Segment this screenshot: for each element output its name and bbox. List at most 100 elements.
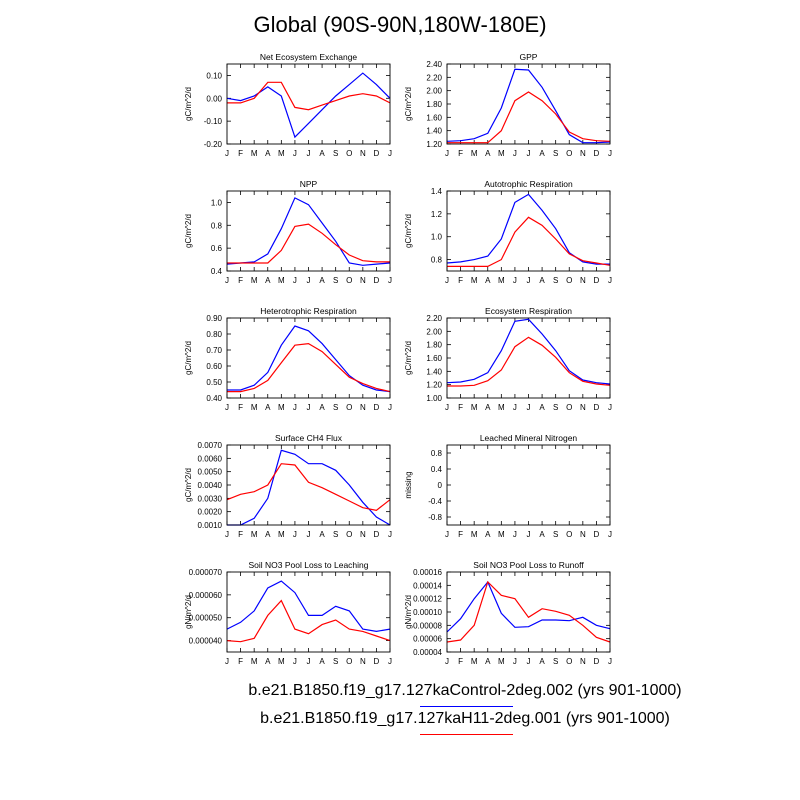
y-tick-label: 0 [438, 481, 443, 490]
y-tick-label: 0.70 [206, 346, 222, 355]
x-tick-label: M [278, 530, 285, 539]
x-tick-label: O [566, 530, 572, 539]
x-tick-label: M [471, 403, 478, 412]
panel-title: Heterotrophic Respiration [260, 306, 357, 316]
x-tick-label: A [485, 149, 491, 158]
x-tick-label: J [293, 657, 297, 666]
y-tick-label: 0.000050 [189, 614, 223, 623]
x-tick-label: J [527, 530, 531, 539]
x-tick-label: A [265, 530, 271, 539]
x-tick-label: J [513, 530, 517, 539]
y-tick-label: 0.00014 [413, 581, 442, 590]
y-tick-label: 1.60 [426, 113, 442, 122]
y-tick-label: 0.50 [206, 378, 222, 387]
legend-label-h11: b.e21.B1850.f19_g17.127kaH11-2deg.001 (y… [260, 710, 670, 727]
y-tick-label: 0.90 [206, 314, 222, 323]
x-tick-label: S [553, 149, 558, 158]
plot-frame [226, 444, 391, 526]
panel-title: NPP [300, 179, 318, 189]
x-tick-label: M [498, 403, 505, 412]
x-tick-label: N [360, 403, 366, 412]
x-tick-label: M [278, 149, 285, 158]
x-tick-label: A [485, 276, 491, 285]
x-tick-label: N [580, 530, 586, 539]
series-line-control [446, 580, 611, 633]
x-tick-label: A [539, 530, 545, 539]
y-axis-label: gC/m^2/d [184, 87, 193, 121]
y-tick-label: 0.00 [206, 94, 222, 103]
x-tick-label: F [238, 276, 243, 285]
y-tick-label: -0.8 [428, 513, 442, 522]
y-tick-label: 2.20 [426, 314, 442, 323]
panel-title: Net Ecosystem Exchange [260, 52, 358, 62]
x-tick-label: J [608, 530, 612, 539]
x-tick-label: M [471, 530, 478, 539]
y-tick-label: 1.20 [426, 381, 442, 390]
y-tick-label: -0.10 [204, 117, 223, 126]
y-tick-label: -0.4 [428, 497, 442, 506]
x-tick-label: J [293, 276, 297, 285]
x-tick-label: A [539, 276, 545, 285]
plot-frame [446, 190, 611, 272]
y-tick-label: 0.4 [211, 267, 223, 276]
plot-frame [226, 63, 391, 145]
y-axis-label: gN/m^2/d [184, 595, 193, 629]
x-tick-label: O [346, 657, 352, 666]
y-tick-label: 1.80 [426, 100, 442, 109]
x-tick-label: M [471, 149, 478, 158]
x-tick-label: O [566, 403, 572, 412]
y-tick-label: 1.2 [431, 210, 443, 219]
y-axis-label: missing [404, 471, 413, 498]
series-line-control [226, 580, 391, 633]
x-tick-label: S [553, 530, 558, 539]
y-tick-label: 1.40 [426, 127, 442, 136]
series-line-h11 [226, 463, 391, 511]
x-tick-label: J [608, 276, 612, 285]
y-tick-label: 0.00012 [413, 595, 442, 604]
y-tick-label: 0.00004 [413, 648, 442, 657]
x-tick-label: J [293, 149, 297, 158]
x-tick-label: A [319, 530, 325, 539]
y-tick-label: 0.00010 [413, 608, 442, 617]
series-line-control [446, 193, 610, 265]
x-tick-label: A [539, 403, 545, 412]
x-tick-label: D [594, 530, 600, 539]
x-tick-label: J [608, 149, 612, 158]
x-tick-label: O [566, 657, 572, 666]
series-line-control [227, 325, 391, 393]
x-tick-label: J [445, 530, 449, 539]
x-tick-label: J [608, 403, 612, 412]
panel-title: Leached Mineral Nitrogen [480, 433, 578, 443]
x-tick-label: M [251, 403, 258, 412]
x-tick-label: F [238, 657, 243, 666]
x-tick-label: N [360, 657, 366, 666]
y-tick-label: 0.8 [431, 256, 443, 265]
y-tick-label: 0.00008 [413, 621, 442, 630]
x-tick-label: S [553, 657, 558, 666]
x-tick-label: J [225, 530, 229, 539]
y-tick-label: 1.0 [431, 233, 443, 242]
series-line-control [446, 318, 611, 385]
series-line-h11 [446, 580, 611, 643]
y-tick-label: 0.8 [211, 221, 223, 230]
x-tick-label: J [225, 403, 229, 412]
x-tick-label: N [360, 149, 366, 158]
x-tick-label: J [445, 403, 449, 412]
plot-frame [446, 317, 611, 399]
panel-title: Ecosystem Respiration [485, 306, 572, 316]
y-tick-label: 0.8 [431, 449, 443, 458]
y-tick-label: 0.0060 [198, 454, 223, 463]
plot-frame [226, 317, 391, 399]
x-tick-label: J [307, 530, 311, 539]
x-tick-label: S [553, 276, 558, 285]
x-tick-label: D [374, 403, 380, 412]
x-tick-label: A [265, 276, 271, 285]
x-tick-label: M [251, 276, 258, 285]
x-tick-label: F [458, 276, 463, 285]
